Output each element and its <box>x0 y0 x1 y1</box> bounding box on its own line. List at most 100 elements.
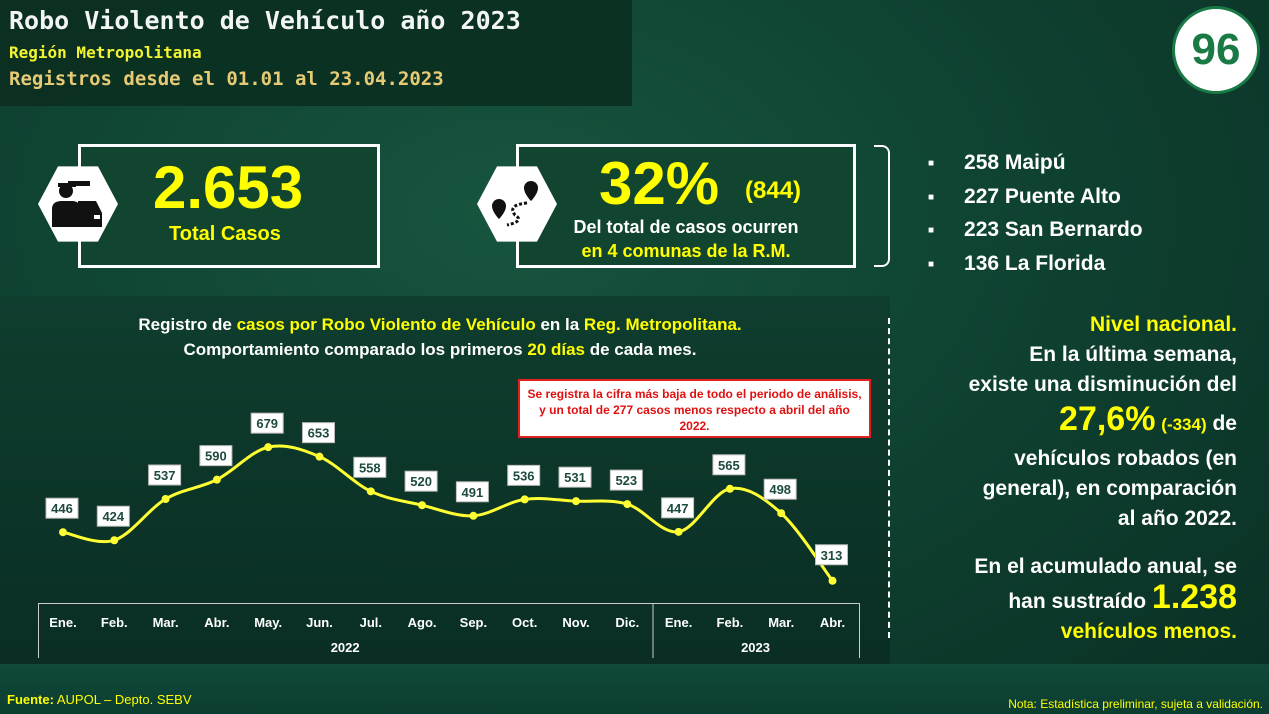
summary-line: vehículos menos. <box>1060 620 1237 643</box>
x-tick-label: Jul. <box>360 615 382 630</box>
data-point <box>315 452 324 461</box>
x-tick-label: Ene. <box>665 615 692 630</box>
data-label-box <box>404 470 438 492</box>
series-line <box>62 444 834 582</box>
data-point <box>110 536 119 545</box>
data-label: 531 <box>564 470 586 485</box>
data-point <box>674 527 683 536</box>
data-label: 498 <box>769 482 791 497</box>
comuna-item: 258 Maipú <box>928 148 1143 182</box>
data-label-box <box>661 497 695 519</box>
percent-line1: Del total de casos ocurren <box>573 217 799 237</box>
data-label-box <box>507 464 541 486</box>
source: Fuente: AUPOL – Depto. SEBV <box>7 692 192 707</box>
data-label: 523 <box>615 473 637 488</box>
x-group-label: 2022 <box>331 640 360 655</box>
percent-value: 32% <box>599 150 720 217</box>
summary-line: En el acumulado anual, se <box>974 555 1237 578</box>
data-point <box>725 484 734 493</box>
data-label: 653 <box>308 426 330 441</box>
national-summary: Nivel nacional. En la última semana, exi… <box>905 310 1237 647</box>
data-label-box <box>712 454 746 476</box>
chart-title-highlight: casos por Robo Violento de Vehículo <box>236 315 536 334</box>
chart-title-highlight: Reg. Metropolitana. <box>583 315 742 334</box>
x-tick-label: Feb. <box>101 615 128 630</box>
header: Robo Violento de Vehículo año 2023 Regió… <box>0 0 632 106</box>
x-tick-label: Dic. <box>615 615 639 630</box>
dashed-divider <box>888 318 890 638</box>
percent-card: 32% (844) Del total de casos ocurren en … <box>516 144 856 268</box>
data-label-box <box>96 505 130 527</box>
logo-text: 96 <box>1191 25 1241 74</box>
x-tick-label: Jun. <box>306 615 333 630</box>
data-label-box <box>455 481 489 503</box>
x-tick-label: Ene. <box>49 615 76 630</box>
data-label: 537 <box>154 468 176 483</box>
data-point <box>469 511 478 520</box>
chart-title-text: de cada mes. <box>584 340 697 359</box>
data-label-box <box>148 464 182 486</box>
region-subtitle: Región Metropolitana <box>9 43 202 62</box>
comuna-item: 227 Puente Alto <box>928 182 1143 216</box>
chart-title-text: Comportamiento comparado los primeros <box>183 340 528 359</box>
data-point <box>777 509 786 518</box>
data-point <box>418 501 427 510</box>
national-percent: 27,6% <box>1059 400 1156 438</box>
data-label-box <box>609 469 643 491</box>
line-chart: 446 Ene. 424 Feb. 537 Mar. 590 Abr. 679 May. 653 Ju… <box>45 412 848 658</box>
summary-line: al año 2022. <box>1117 507 1237 530</box>
data-label: 565 <box>718 458 740 473</box>
x-tick-label: Feb. <box>717 615 744 630</box>
data-label: 520 <box>410 474 432 489</box>
page-title: Robo Violento de Vehículo año 2023 <box>9 6 521 35</box>
national-diff: (-334) <box>1161 415 1207 434</box>
data-label: 558 <box>359 460 381 475</box>
footnote: Nota: Estadística preliminar, sujeta a v… <box>1008 697 1263 711</box>
annual-reduction: 1.238 <box>1151 578 1237 616</box>
x-tick-label: Nov. <box>562 615 589 630</box>
summary-line: En la última semana, <box>1029 343 1237 366</box>
x-axis-box <box>38 603 860 658</box>
summary-line: han sustraído <box>1008 590 1147 613</box>
data-label-box <box>815 544 848 566</box>
data-label: 491 <box>462 485 484 500</box>
x-tick-label: Abr. <box>820 615 845 630</box>
national-heading: Nivel nacional. <box>1089 313 1237 336</box>
data-point <box>59 528 67 537</box>
chart-title-text: Registro de <box>138 315 237 334</box>
data-point <box>212 475 221 484</box>
total-label: Total Casos <box>169 223 281 245</box>
x-tick-label: Ago. <box>408 615 437 630</box>
summary-line: existe una disminución del <box>968 373 1237 396</box>
data-point <box>366 487 375 496</box>
chart-title-text: en la <box>535 315 584 334</box>
data-label-box <box>302 422 335 444</box>
data-label: 536 <box>513 468 535 483</box>
data-label-box <box>199 445 233 467</box>
data-point <box>161 494 170 503</box>
summary-line: general), en comparación <box>982 477 1237 500</box>
x-tick-label: Sep. <box>460 615 487 630</box>
x-tick-label: Mar. <box>768 615 794 630</box>
data-label-box <box>558 466 592 488</box>
annotation-note: Se registra la cifra más baja de todo el… <box>518 379 871 438</box>
x-tick-label: Abr. <box>204 615 229 630</box>
total-value: 2.653 <box>153 154 304 221</box>
x-tick-label: May. <box>254 615 282 630</box>
comuna-item: 136 La Florida <box>928 249 1143 283</box>
x-tick-label: Oct. <box>512 615 537 630</box>
data-label-box <box>250 412 284 434</box>
chart-title: Registro de casos por Robo Violento de V… <box>40 312 840 362</box>
source-label: Fuente: <box>7 692 54 707</box>
data-label: 313 <box>821 548 843 563</box>
x-group-label: 2023 <box>741 640 770 655</box>
data-point <box>572 497 580 506</box>
footer-band <box>0 664 1269 714</box>
summary-line: vehículos robados (en <box>1014 447 1237 470</box>
data-point <box>520 495 529 504</box>
comunas-list: 258 Maipú 227 Puente Alto 223 San Bernar… <box>928 148 1143 282</box>
x-tick-label: Mar. <box>153 615 179 630</box>
data-point <box>828 576 837 585</box>
data-label: 590 <box>205 449 227 464</box>
logo: 96 <box>1172 6 1260 94</box>
